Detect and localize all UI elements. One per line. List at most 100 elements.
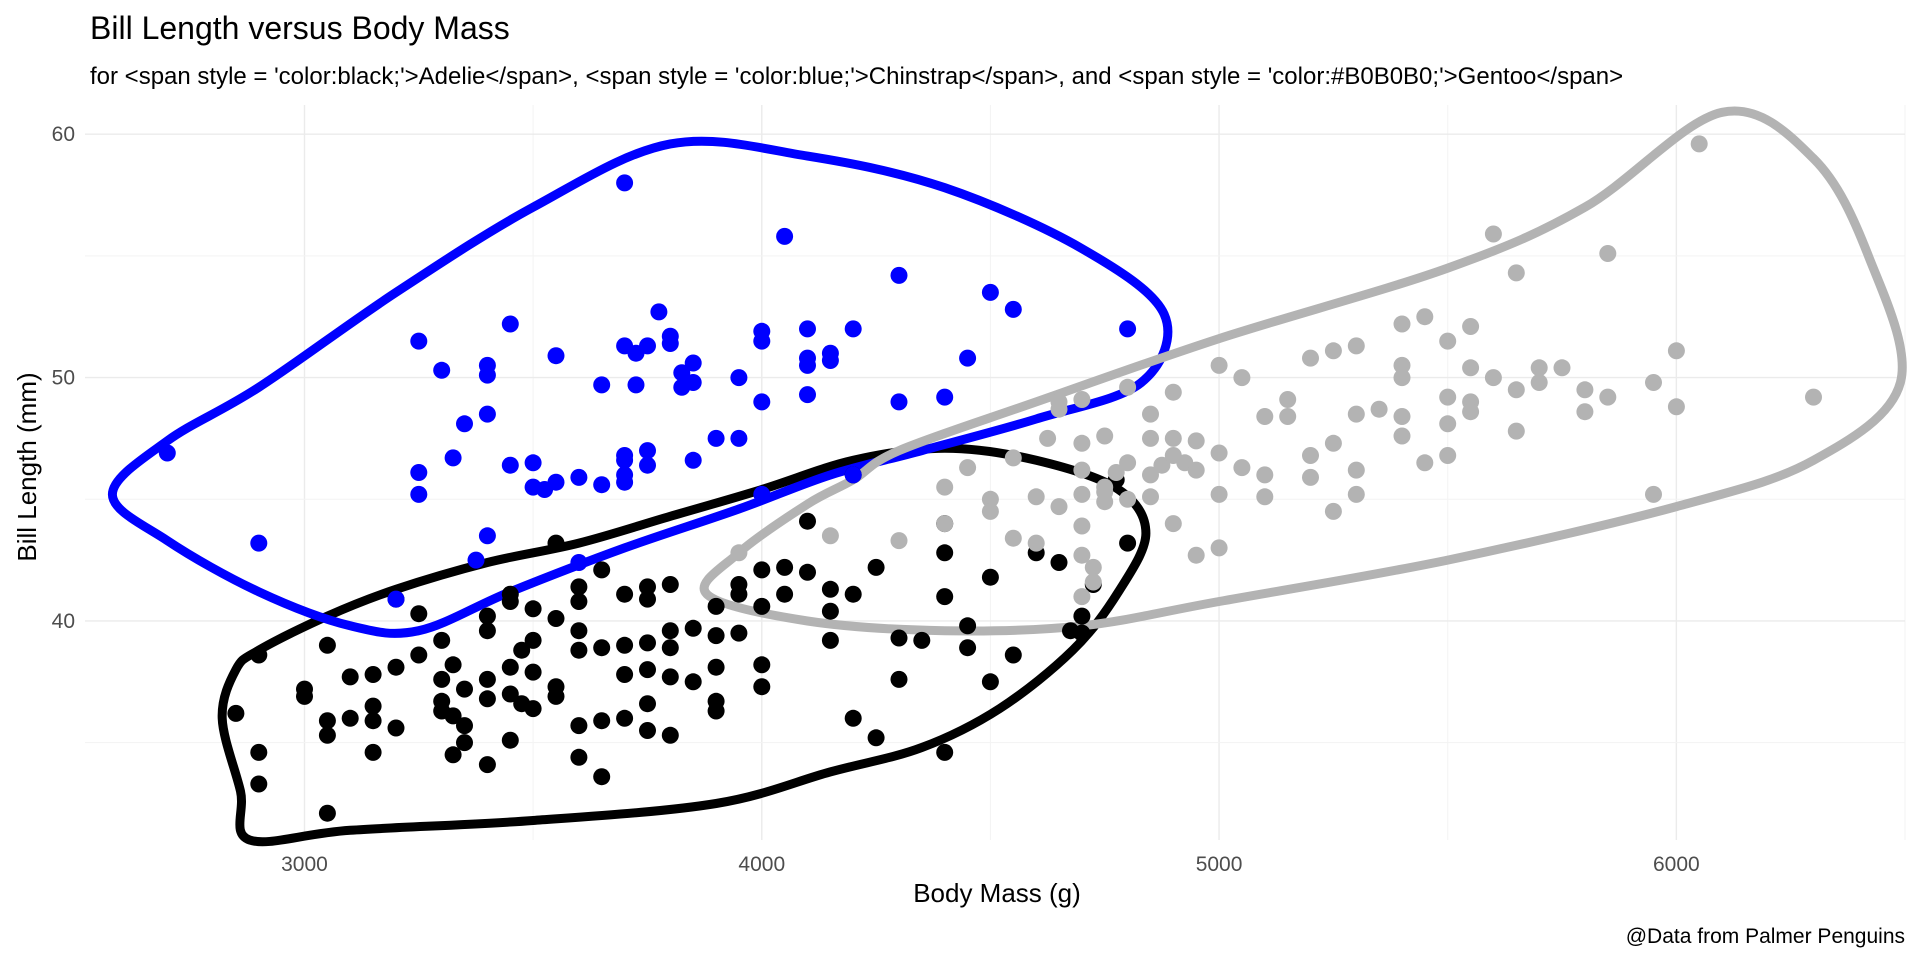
point-gray <box>1324 342 1342 360</box>
point-black <box>981 673 999 691</box>
point-gray <box>1210 485 1228 503</box>
point-gray <box>1667 398 1685 416</box>
point-black <box>433 670 451 688</box>
point-blue <box>753 393 771 411</box>
point-blue <box>410 485 428 503</box>
point-black <box>593 768 611 786</box>
point-black <box>684 619 702 637</box>
point-blue <box>547 473 565 491</box>
point-black <box>639 661 656 679</box>
point-black <box>776 558 794 576</box>
group-hulls <box>107 106 1907 847</box>
point-blue <box>890 393 908 411</box>
point-black <box>707 702 725 720</box>
point-gray <box>1096 493 1114 511</box>
point-black <box>444 707 462 725</box>
point-black <box>250 743 268 761</box>
point-black <box>524 663 542 681</box>
point-gray <box>1073 391 1091 408</box>
point-black <box>821 602 839 620</box>
point-gray <box>1027 534 1045 552</box>
point-blue <box>730 429 748 447</box>
point-black <box>844 709 862 727</box>
data-points <box>158 135 1822 822</box>
point-gray <box>1347 461 1365 479</box>
point-gray <box>1027 488 1045 506</box>
point-blue <box>799 320 816 338</box>
point-gray <box>1119 454 1137 472</box>
point-gray <box>1210 444 1228 462</box>
point-gray <box>1324 434 1342 452</box>
point-black <box>639 695 656 713</box>
y-tick-label: 50 <box>52 367 75 390</box>
point-black <box>753 561 771 579</box>
x-tick-label: 6000 <box>1653 853 1700 876</box>
point-gray <box>1210 356 1228 374</box>
point-black <box>478 607 496 625</box>
point-black <box>639 578 656 596</box>
point-blue <box>959 349 977 367</box>
x-tick-label: 4000 <box>738 853 785 876</box>
point-gray <box>1439 332 1457 350</box>
point-gray <box>821 527 839 545</box>
point-gray <box>890 532 908 550</box>
point-blue <box>627 376 645 394</box>
point-blue <box>753 485 771 503</box>
point-black <box>410 605 428 623</box>
point-gray <box>1324 502 1342 520</box>
chart-caption: @Data from Palmer Penguins <box>1626 925 1905 948</box>
point-blue <box>684 374 702 391</box>
point-black <box>661 726 679 744</box>
point-blue <box>799 349 816 367</box>
point-black <box>513 641 531 659</box>
point-black <box>1004 646 1022 664</box>
point-blue <box>616 174 634 192</box>
point-black <box>844 585 862 603</box>
point-black <box>570 578 588 596</box>
point-black <box>364 743 382 761</box>
point-gray <box>1462 403 1480 421</box>
point-gray <box>1233 459 1251 477</box>
point-blue <box>1004 300 1022 318</box>
point-gray <box>1153 456 1171 474</box>
point-gray <box>1507 381 1525 399</box>
point-gray <box>1530 359 1548 377</box>
point-gray <box>730 544 748 562</box>
point-gray <box>1279 408 1297 425</box>
point-black <box>433 631 451 649</box>
point-blue <box>650 303 668 321</box>
point-black <box>890 670 908 688</box>
point-gray <box>1393 427 1411 445</box>
point-blue <box>478 356 496 374</box>
point-gray <box>1690 135 1708 153</box>
point-black <box>616 666 634 683</box>
point-black <box>524 600 542 618</box>
point-gray <box>1599 388 1617 406</box>
point-black <box>524 700 542 718</box>
point-black <box>639 634 656 652</box>
point-black <box>890 629 908 647</box>
point-gray <box>1073 485 1091 503</box>
point-black <box>867 558 885 576</box>
x-axis-title: Body Mass (g) <box>913 878 1081 908</box>
point-black <box>341 709 359 727</box>
point-gray <box>1553 359 1571 377</box>
point-black <box>250 646 268 664</box>
point-blue <box>570 468 588 486</box>
point-black <box>616 636 634 654</box>
point-black <box>821 580 839 598</box>
point-gray <box>1187 546 1205 564</box>
point-blue <box>433 361 451 379</box>
point-blue <box>547 347 565 365</box>
point-gray <box>1667 342 1685 360</box>
point-gray <box>1302 349 1319 367</box>
point-gray <box>1645 374 1662 391</box>
point-gray <box>1256 466 1274 484</box>
point-black <box>524 631 542 649</box>
point-blue <box>410 332 428 350</box>
point-black <box>730 624 748 642</box>
point-gray <box>1119 378 1137 396</box>
hull-blue <box>107 136 1173 638</box>
y-tick-label: 60 <box>52 123 75 146</box>
